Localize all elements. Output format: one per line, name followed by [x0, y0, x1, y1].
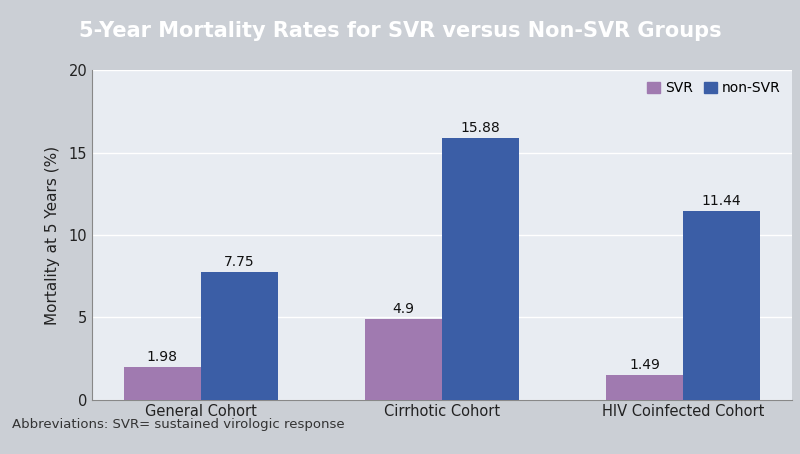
Bar: [442, 138, 519, 400]
Bar: [124, 367, 201, 400]
Text: Abbreviations: SVR= sustained virologic response: Abbreviations: SVR= sustained virologic …: [12, 418, 345, 430]
Text: 7.75: 7.75: [224, 255, 255, 269]
Bar: [365, 319, 442, 400]
Legend: SVR, non-SVR: SVR, non-SVR: [643, 77, 785, 99]
Bar: [201, 272, 278, 400]
Y-axis label: Mortality at 5 Years (%): Mortality at 5 Years (%): [45, 145, 60, 325]
Text: 5-Year Mortality Rates for SVR versus Non-SVR Groups: 5-Year Mortality Rates for SVR versus No…: [78, 20, 722, 41]
Bar: [683, 211, 760, 400]
Text: 1.98: 1.98: [147, 350, 178, 364]
Text: 15.88: 15.88: [461, 121, 501, 135]
Text: 4.9: 4.9: [393, 301, 414, 316]
Text: 1.49: 1.49: [629, 358, 660, 372]
Text: 11.44: 11.44: [702, 194, 742, 208]
Bar: [606, 375, 683, 400]
